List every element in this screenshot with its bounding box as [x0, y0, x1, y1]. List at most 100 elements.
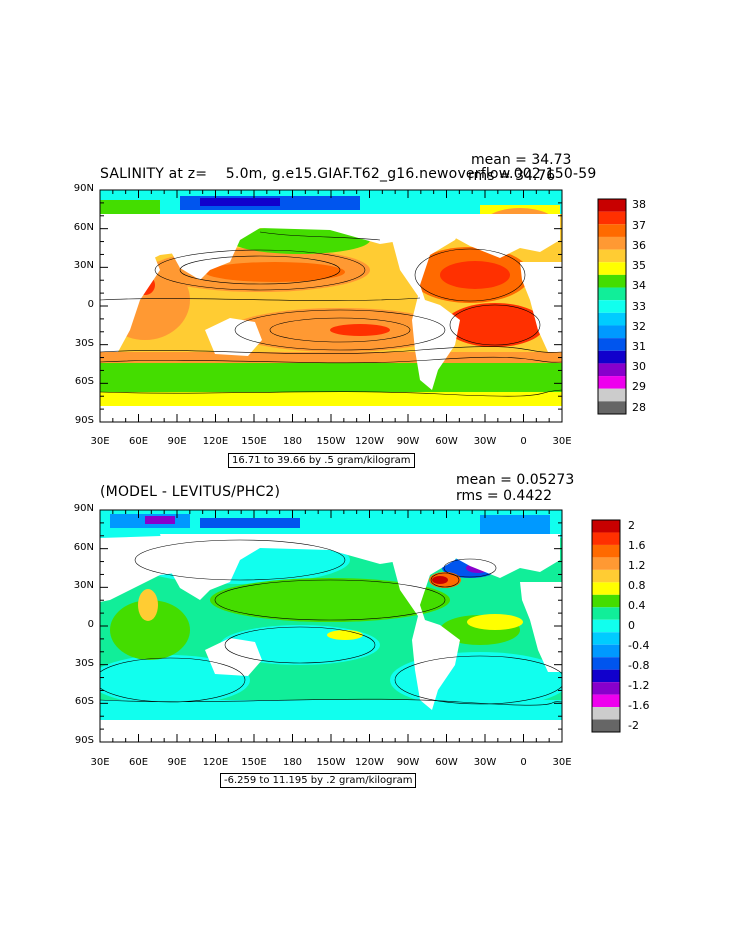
- x-tick-label: 180: [282, 757, 303, 768]
- colorbar-swatch: [592, 569, 620, 583]
- colorbar-swatch: [598, 350, 626, 364]
- y-tick-label: 30N: [73, 260, 94, 272]
- x-tick-label: 90E: [167, 757, 187, 768]
- y-tick-label: 30S: [74, 657, 94, 669]
- y-tick-label: 60N: [73, 541, 94, 553]
- x-tick-label: 180: [282, 436, 303, 447]
- salinity-map: [100, 190, 562, 422]
- colorbar-label: 32: [632, 319, 646, 333]
- x-tick-label: 120E: [202, 436, 229, 447]
- panel1-title: SALINITY at z= 5.0m, g.e15.GIAF.T62_g16.…: [100, 166, 597, 182]
- colorbar-label: -0.8: [628, 658, 650, 672]
- y-tick-label: 90N: [73, 503, 94, 514]
- colorbar-swatch: [598, 199, 626, 212]
- panel1-range: 16.71 to 39.66 by .5 gram/kilogram: [228, 453, 415, 468]
- panel1-mean: mean = 34.73: [471, 152, 572, 168]
- colorbar-swatch: [592, 582, 620, 595]
- colorbar-swatch: [592, 719, 620, 732]
- y-tick-label: 30S: [74, 337, 94, 349]
- panel2-rms: rms = 0.4422: [456, 488, 553, 504]
- x-tick-label: 0: [520, 436, 527, 447]
- colorbar-label: 1.2: [628, 559, 646, 573]
- x-tick-label: 60W: [435, 757, 458, 768]
- colorbar-salinity: [597, 198, 627, 415]
- colorbar-swatch: [592, 632, 620, 645]
- x-tick-label: 30E: [552, 757, 572, 768]
- colorbar-label: 31: [632, 339, 646, 353]
- colorbar-difference: [591, 519, 621, 733]
- panel2-title: (MODEL - LEVITUS/PHC2): [100, 484, 281, 500]
- colorbar-swatch: [598, 338, 626, 351]
- colorbar-label: 30: [632, 360, 646, 374]
- colorbar-label: -0.4: [628, 638, 650, 652]
- colorbar-swatch: [592, 544, 620, 558]
- x-tick-label: 90E: [167, 436, 187, 447]
- colorbar-swatch: [598, 376, 626, 389]
- x-tick-label: 0: [520, 757, 527, 768]
- colorbar-swatch: [598, 224, 626, 237]
- colorbar-swatch: [592, 644, 620, 658]
- colorbar-swatch: [598, 211, 626, 225]
- colorbar-swatch: [592, 657, 620, 670]
- x-tick-label: 150E: [241, 757, 267, 768]
- x-tick-label: 60W: [435, 436, 458, 447]
- colorbar-swatch: [598, 388, 626, 402]
- colorbar-swatch: [598, 363, 626, 377]
- colorbar-swatch: [598, 401, 626, 414]
- colorbar-label: 35: [632, 259, 646, 273]
- colorbar-label: 28: [632, 400, 646, 414]
- x-tick-label: 120E: [202, 757, 229, 768]
- panel2-mean: mean = 0.05273: [456, 472, 575, 488]
- x-tick-label: 150W: [316, 436, 346, 447]
- colorbar-swatch: [598, 287, 626, 301]
- panel2-range: -6.259 to 11.195 by .2 gram/kilogram: [220, 773, 417, 788]
- colorbar-label: 0.4: [628, 599, 646, 613]
- y-tick-label: 0: [87, 299, 94, 310]
- y-tick-label: 90N: [73, 183, 94, 194]
- colorbar-swatch: [598, 325, 626, 339]
- difference-map: [100, 510, 562, 742]
- x-tick-label: 30E: [552, 436, 572, 447]
- colorbar-swatch: [592, 594, 620, 608]
- colorbar-label: 38: [632, 198, 646, 212]
- x-tick-label: 120W: [355, 436, 384, 447]
- colorbar-label: 34: [632, 279, 646, 293]
- x-tick-label: 30E: [90, 757, 110, 768]
- x-tick-label: 90W: [396, 436, 420, 447]
- x-tick-label: 60E: [128, 757, 149, 768]
- x-tick-label: 120W: [355, 757, 384, 768]
- x-tick-label: 30W: [473, 436, 497, 447]
- x-tick-label: 30W: [473, 757, 497, 768]
- y-tick-label: 60N: [73, 221, 94, 233]
- colorbar-swatch: [592, 520, 620, 533]
- y-tick-label: 0: [87, 619, 94, 630]
- y-tick-label: 60S: [74, 696, 94, 708]
- colorbar-label: 36: [632, 238, 646, 252]
- colorbar-swatch: [598, 300, 626, 313]
- x-tick-label: 150E: [241, 436, 267, 447]
- colorbar-swatch: [598, 236, 626, 250]
- colorbar-label: 33: [632, 299, 646, 313]
- colorbar-swatch: [598, 262, 626, 275]
- colorbar-swatch: [592, 532, 620, 545]
- colorbar-label: 1.6: [628, 539, 646, 553]
- colorbar-label: 2: [628, 519, 635, 533]
- y-tick-label: 90S: [74, 735, 94, 746]
- x-tick-label: 30E: [90, 436, 110, 447]
- y-tick-label: 30N: [73, 580, 94, 592]
- colorbar-swatch: [592, 619, 620, 633]
- colorbar-swatch: [592, 607, 620, 620]
- colorbar-swatch: [598, 312, 626, 326]
- x-tick-label: 60E: [128, 436, 149, 447]
- colorbar-swatch: [592, 557, 620, 570]
- colorbar-frame: [597, 198, 627, 415]
- colorbar-swatch: [592, 707, 620, 720]
- colorbar-label: 0.8: [628, 579, 646, 593]
- colorbar-swatch: [592, 694, 620, 708]
- colorbar-frame: [591, 519, 621, 733]
- y-tick-label: 90S: [74, 415, 94, 426]
- panel1-rms: rms = 34.76: [468, 168, 556, 184]
- colorbar-swatch: [598, 274, 626, 288]
- colorbar-swatch: [592, 669, 620, 683]
